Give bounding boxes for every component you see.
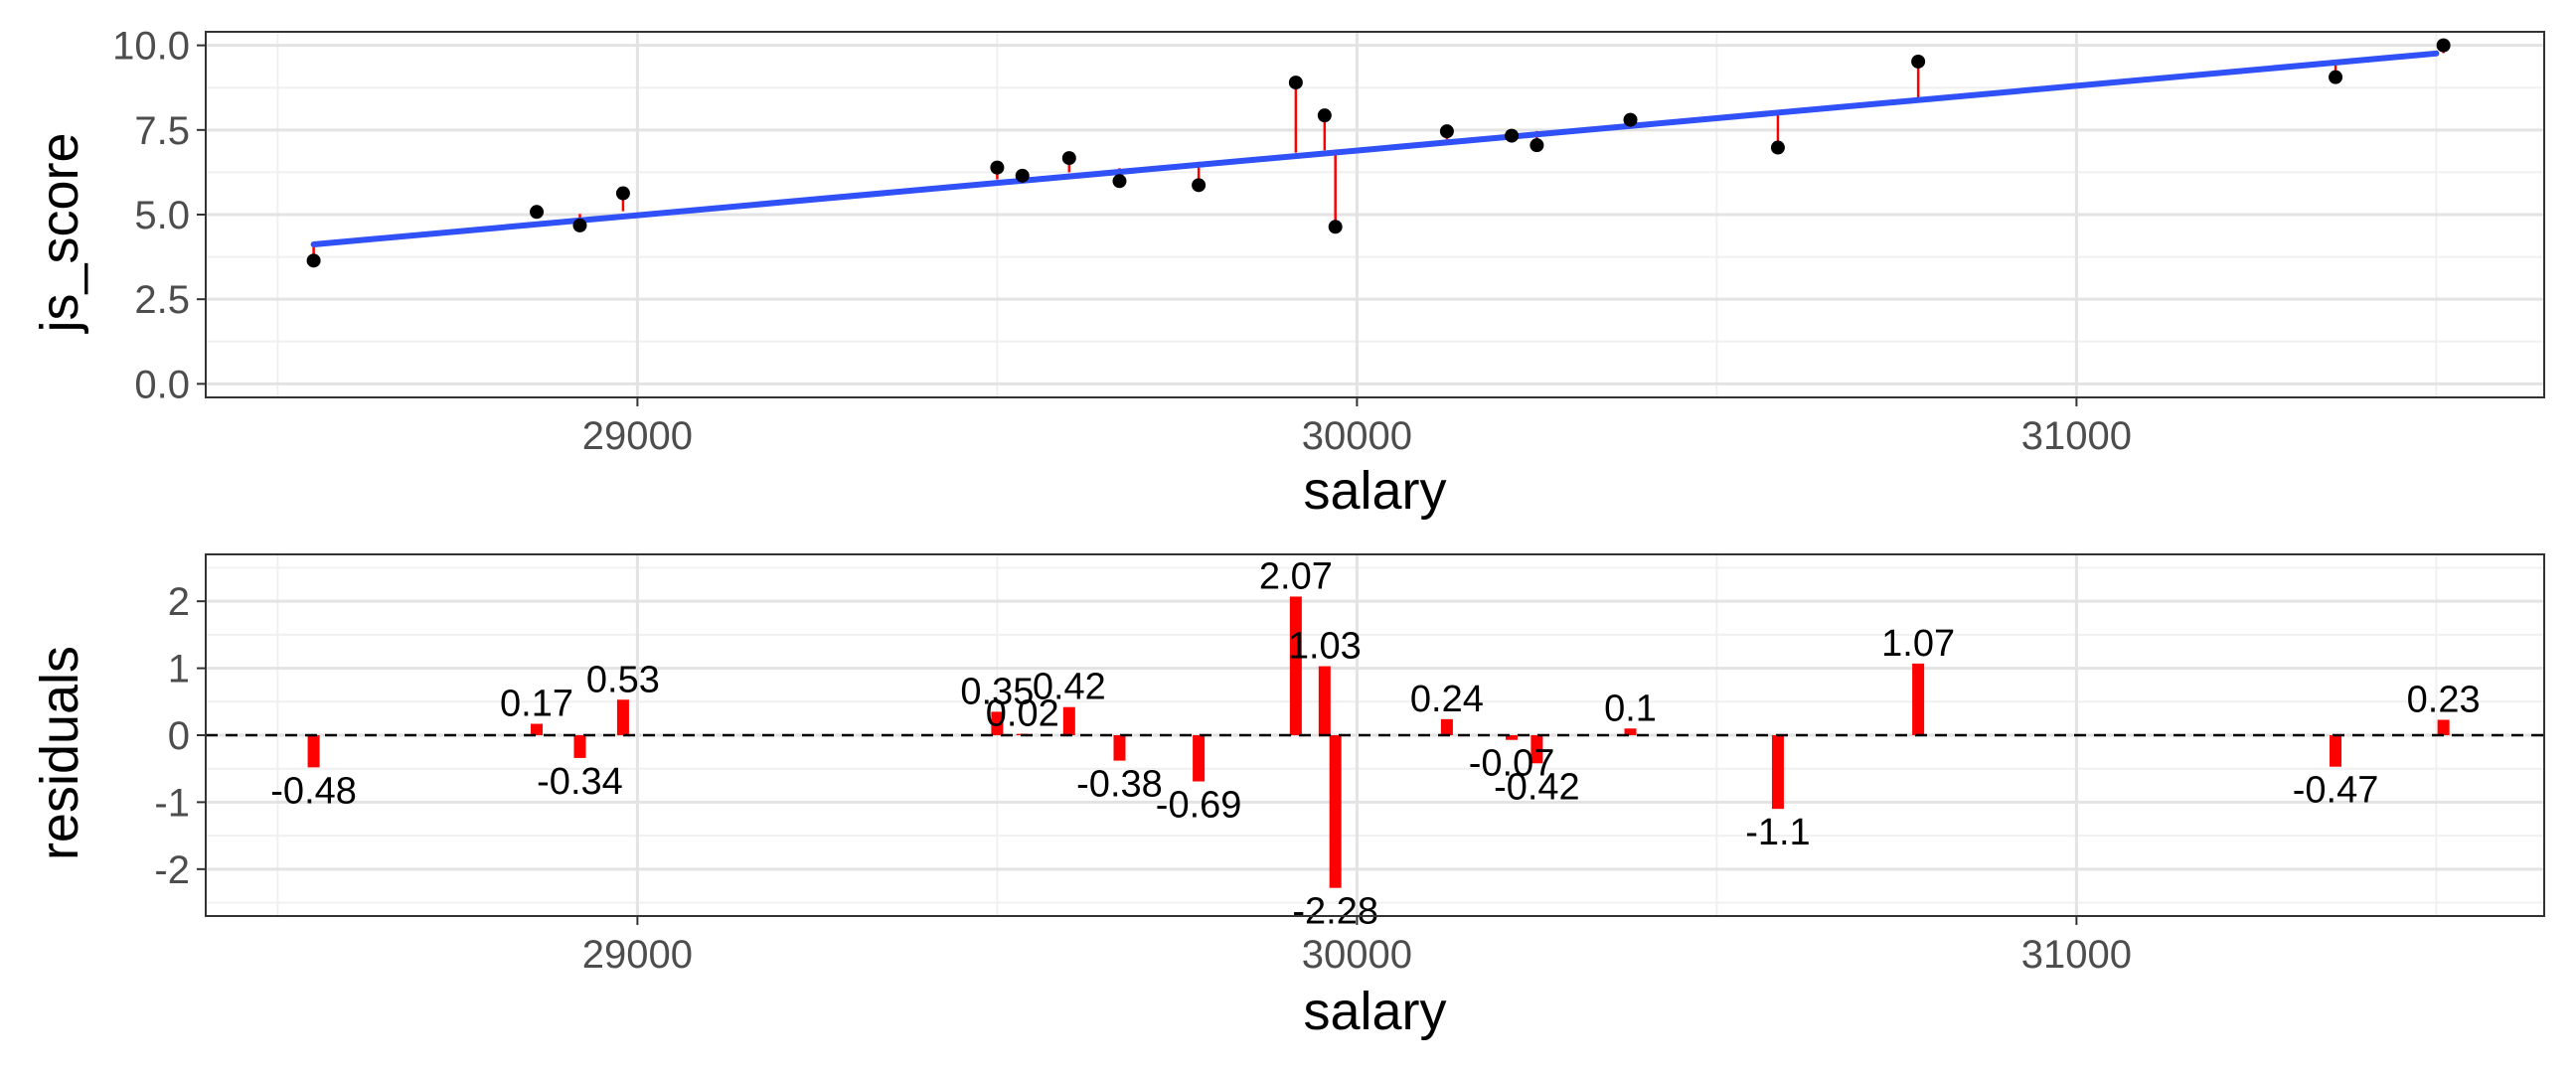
data-point: [1505, 128, 1520, 143]
data-point: [1623, 112, 1638, 127]
data-point: [1911, 54, 1926, 69]
y-tick-label: -2: [154, 848, 190, 892]
bar-value-label: 1.07: [1881, 623, 1955, 665]
x-tick-label: 31000: [2021, 414, 2132, 458]
data-point: [1112, 174, 1127, 189]
data-point: [990, 160, 1005, 175]
residuals-panel: 29000 30000 31000 -2 -1 0 1 2 salary residuals -0.…: [30, 553, 2545, 1041]
y-tick-label: 7.5: [134, 109, 190, 153]
y-tick-label: 10.0: [112, 25, 190, 69]
x-tick-label: 30000: [1302, 414, 1412, 458]
bar-value-label: -2.28: [1292, 891, 1378, 933]
bar-value-label: -1.1: [1745, 812, 1810, 853]
data-point: [1015, 168, 1030, 183]
residual-bar: [1771, 735, 1784, 810]
x-tick-label: 29000: [582, 933, 693, 977]
y-tick-label: -1: [154, 781, 190, 825]
data-point: [1328, 220, 1343, 234]
residual-bar: [2330, 735, 2342, 767]
data-point: [306, 253, 321, 268]
data-point: [1192, 178, 1207, 193]
residual-bar: [1193, 735, 1206, 782]
residual-bar: [1530, 735, 1543, 764]
residual-bar: [1113, 735, 1126, 761]
y-tick-label: 2: [168, 580, 190, 624]
scatter-panel: 29000 30000 31000 0.0 2.5 5.0 7.5 10.0 salary js_…: [30, 25, 2545, 521]
bar-value-label: 2.07: [1259, 555, 1333, 597]
residual-bar: [2437, 719, 2450, 735]
x-axis-title: salary: [1303, 461, 1446, 521]
y-tick-label: 5.0: [134, 194, 190, 237]
residual-bar: [1318, 666, 1331, 735]
bar-value-label: 0.23: [2407, 679, 2481, 720]
bar-value-label: 0.35: [960, 671, 1034, 712]
residual-bar: [1624, 728, 1637, 735]
data-point: [2329, 70, 2343, 84]
residual-bar: [573, 735, 586, 758]
bar-value-label: -0.42: [1494, 766, 1580, 808]
x-tick-label: 29000: [582, 414, 693, 458]
bar-value-label: -0.47: [2293, 770, 2379, 812]
panel-border: [205, 553, 2545, 917]
bar-value-label: 1.03: [1288, 626, 1362, 668]
x-tick-label: 31000: [2021, 933, 2132, 977]
data-point: [530, 205, 545, 220]
bar-value-label: 0.42: [1033, 667, 1106, 708]
bar-value-label: -0.34: [537, 761, 623, 803]
bar-value-label: -0.69: [1156, 785, 1242, 827]
y-tick-label: 0: [168, 714, 190, 758]
bar-value-label: -0.48: [270, 770, 357, 812]
bar-value-label: 0.1: [1604, 688, 1657, 729]
residual-bar: [1062, 706, 1075, 735]
bar-value-label: -0.38: [1076, 764, 1163, 806]
residual-bar: [1440, 718, 1453, 735]
residual-bar: [531, 723, 544, 735]
bar-value-label: -0.07: [1469, 743, 1555, 785]
residual-bar: [1289, 596, 1302, 735]
bar-value-label: 0.02: [986, 693, 1059, 735]
data-point: [615, 186, 630, 201]
bar-value-label: 0.53: [586, 659, 660, 700]
data-point: [1439, 124, 1454, 139]
x-tick-label: 30000: [1302, 933, 1412, 977]
data-point: [1770, 140, 1785, 155]
y-axis-title: residuals: [30, 646, 89, 860]
residual-bar: [1329, 735, 1342, 888]
data-point: [1317, 108, 1332, 123]
residual-bar: [1912, 663, 1925, 735]
panel-border: [205, 31, 2545, 398]
data-point: [572, 218, 587, 232]
y-tick-label: 0.0: [134, 363, 190, 406]
bar-value-label: 0.17: [500, 684, 573, 725]
data-point: [1061, 151, 1076, 166]
regression-line: [310, 50, 2440, 247]
data-point: [1530, 138, 1544, 153]
x-axis-title: salary: [1303, 982, 1446, 1041]
data-point: [2436, 38, 2451, 53]
bar-value-label: 0.24: [1410, 679, 1484, 720]
residual-bar: [991, 711, 1004, 735]
data-point: [1288, 76, 1303, 90]
residual-bar: [1506, 735, 1519, 740]
residual-bar: [616, 699, 629, 735]
y-axis-title: js_score: [30, 132, 89, 334]
y-tick-label: 2.5: [134, 278, 190, 322]
residual-bar: [307, 735, 320, 768]
y-tick-label: 1: [168, 648, 190, 691]
